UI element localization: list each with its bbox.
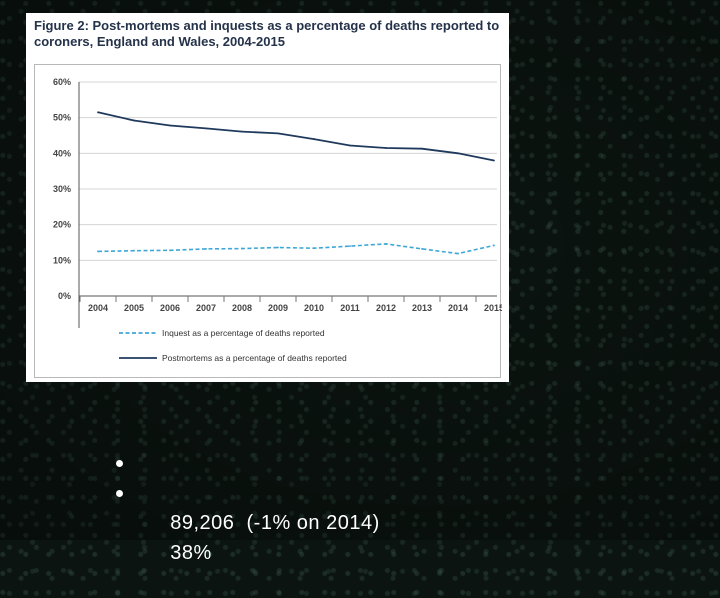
bullet-text-postmortem-rate: 38% xyxy=(170,542,212,564)
data-point xyxy=(277,132,279,135)
data-point xyxy=(133,119,135,122)
data-point xyxy=(421,147,423,150)
x-tick-label: 2010 xyxy=(304,303,324,313)
data-point xyxy=(169,124,171,127)
data-point xyxy=(241,130,243,133)
y-tick-label: 50% xyxy=(53,113,71,123)
series-line-postmortems xyxy=(97,111,495,162)
y-tick-label: 40% xyxy=(53,148,71,158)
data-point xyxy=(97,111,99,114)
x-tick-label: 2008 xyxy=(232,303,252,313)
bullet-dot-icon xyxy=(116,460,123,467)
x-tick-label: 2009 xyxy=(268,303,288,313)
data-point xyxy=(493,244,495,247)
bullet-item-postmortem-rate: 38% xyxy=(116,478,380,564)
data-point xyxy=(205,248,207,250)
y-tick-label: 30% xyxy=(53,184,71,194)
line-chart: 0% 10% 20% 30% 40% 50% 60% 2004 2005 2006 2007 2008… xyxy=(34,64,502,378)
x-tick-label: 2007 xyxy=(196,303,216,313)
x-tick-label: 2013 xyxy=(412,303,432,313)
y-tick-label: 60% xyxy=(53,77,71,87)
x-tick-label: 2005 xyxy=(124,303,144,313)
data-point xyxy=(133,249,135,252)
x-tick-label: 2011 xyxy=(340,303,360,313)
legend-label: Inquest as a percentage of deaths report… xyxy=(162,328,325,338)
data-point xyxy=(457,152,459,155)
x-tick-label: 2006 xyxy=(160,303,180,313)
data-point xyxy=(169,249,171,252)
data-point xyxy=(97,250,99,253)
data-point xyxy=(241,247,243,250)
y-tick-label: 10% xyxy=(53,255,71,265)
data-point xyxy=(385,243,387,245)
data-point xyxy=(349,144,351,147)
data-point xyxy=(349,245,351,247)
data-point xyxy=(313,247,315,250)
data-point xyxy=(421,248,423,250)
chart-svg: 0% 10% 20% 30% 40% 50% 60% 2004 2005 2006 2007 2008… xyxy=(53,77,502,363)
x-tick-label: 2014 xyxy=(448,303,468,313)
legend-label: Postmortems as a percentage of deaths re… xyxy=(162,353,347,363)
x-tick-label: 2015 xyxy=(484,303,502,313)
data-point xyxy=(493,159,495,162)
bullet-item-deaths: 89,206 (-1% on 2014) xyxy=(116,448,380,534)
data-point xyxy=(205,127,207,130)
y-tick-label: 0% xyxy=(58,291,71,301)
x-tick-label: 2012 xyxy=(376,303,396,313)
data-point xyxy=(457,252,459,255)
y-tick-label: 20% xyxy=(53,220,71,230)
series-line-inquests xyxy=(97,243,495,255)
figure-panel: Figure 2: Post-mortems and inquests as a… xyxy=(26,13,509,382)
figure-title: Figure 2: Post-mortems and inquests as a… xyxy=(34,18,500,49)
data-point xyxy=(313,138,315,140)
bullet-text-deaths: 89,206 (-1% on 2014) xyxy=(170,512,380,534)
bullet-list: 89,206 (-1% on 2014) 38% xyxy=(116,448,380,564)
x-tick-label: 2004 xyxy=(88,303,108,313)
data-point xyxy=(385,147,387,149)
bullet-dot-icon xyxy=(116,490,123,497)
data-point xyxy=(277,246,279,249)
